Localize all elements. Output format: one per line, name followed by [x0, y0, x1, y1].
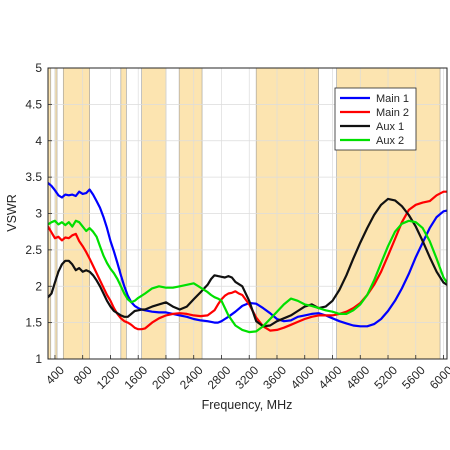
x-axis-label: Frequency, MHz [202, 398, 293, 412]
legend-label: Main 1 [376, 93, 409, 105]
y-tick-label: 3.5 [25, 170, 42, 184]
y-tick-label: 2 [35, 279, 42, 293]
axis-ticks [48, 67, 444, 360]
y-tick-labels: 1 1.5 2 2.5 3 3.5 4 4.5 5 [25, 61, 42, 366]
series-line-aux-1 [48, 197, 447, 328]
y-tick-label: 4.5 [25, 97, 42, 111]
y-tick-label: 1.5 [25, 316, 42, 330]
legend-label: Aux 1 [376, 121, 404, 133]
y-tick-label: 1 [35, 352, 42, 366]
y-tick-label: 3 [35, 207, 42, 221]
legend-label: Main 2 [376, 107, 409, 119]
y-tick-label: 5 [35, 61, 42, 75]
series-line-aux-2 [48, 219, 447, 334]
series-lines [48, 181, 447, 334]
series-line-main-1 [48, 181, 447, 328]
y-tick-label: 2.5 [25, 243, 42, 257]
legend: Main 1 Main 2 Aux 1 Aux 2 [334, 87, 417, 151]
legend-label: Aux 2 [376, 135, 404, 147]
grid [48, 67, 447, 360]
y-axis-label: VSWR [5, 194, 19, 232]
y-tick-label: 4 [35, 134, 42, 148]
